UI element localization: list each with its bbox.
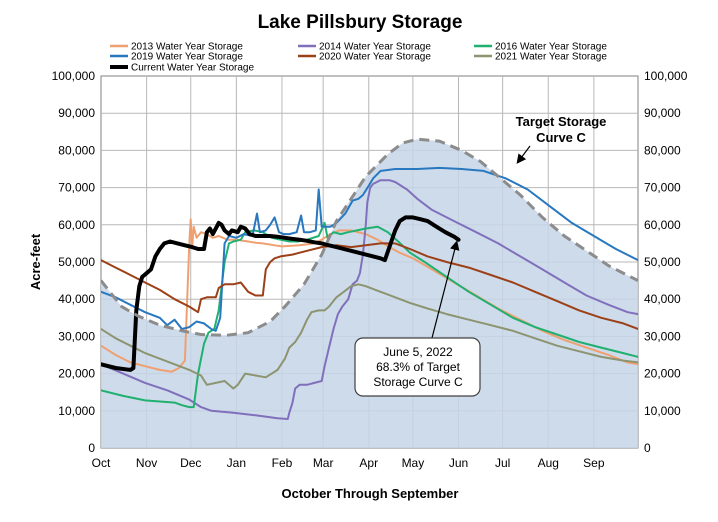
y-tick-label-right: 60,000 — [644, 218, 681, 232]
x-tick-label: Feb — [272, 456, 293, 470]
x-tick-label: Jan — [227, 456, 246, 470]
y-tick-label-right: 0 — [644, 441, 651, 455]
series-line-4 — [101, 242, 638, 330]
y-axis-title: Acre-feet — [28, 233, 43, 290]
y-tick-label-right: 80,000 — [644, 143, 681, 157]
x-tick-label: Jun — [449, 456, 468, 470]
x-axis-title: October Through September — [282, 486, 459, 501]
target-storage-label: Target Storage Curve C — [516, 114, 607, 164]
target-label-arrow — [516, 145, 531, 164]
target-label-line1: Target Storage — [516, 114, 607, 129]
series-line-3 — [101, 166, 638, 332]
annotation-box — [354, 337, 481, 397]
june-annotation: June 5, 2022 68.3% of Target Storage Cur… — [354, 240, 481, 397]
y-tick-label-left: 10,000 — [58, 404, 95, 418]
x-tick-label: May — [402, 456, 425, 470]
y-tick-label-left: 0 — [88, 441, 95, 455]
annotation-line2: 68.3% of Target — [376, 360, 461, 374]
x-tick-label: Mar — [313, 456, 334, 470]
x-tick-label: Nov — [136, 456, 157, 470]
y-tick-label-right: 10,000 — [644, 404, 681, 418]
series-lines — [101, 166, 638, 420]
y-tick-label-left: 40,000 — [58, 292, 95, 306]
series-line-5 — [101, 283, 638, 390]
y-tick-label-left: 20,000 — [58, 367, 95, 381]
y-tick-label-left: 90,000 — [58, 106, 95, 120]
legend-label-0: 2013 Water Year Storage — [131, 42, 243, 53]
legend-label-2: 2016 Water Year Storage — [495, 42, 607, 53]
target-storage-area — [101, 139, 638, 448]
y-tick-label-left: 50,000 — [58, 255, 95, 269]
y-tick-label-left: 60,000 — [58, 218, 95, 232]
x-tick-label: Oct — [92, 456, 111, 470]
legend-label-4: 2020 Water Year Storage — [319, 52, 431, 63]
target-storage-dashed-line — [101, 137, 638, 337]
y-tick-label-right: 20,000 — [644, 367, 681, 381]
legend-label-3: 2019 Water Year Storage — [131, 52, 243, 63]
y-tick-label-right: 30,000 — [644, 329, 681, 343]
target-storage-fill — [101, 139, 638, 448]
legend-box — [100, 36, 620, 73]
y-tick-label-right: 90,000 — [644, 106, 681, 120]
legend-label-1: 2014 Water Year Storage — [319, 42, 431, 53]
annotation-line3: Storage Curve C — [373, 375, 463, 389]
y-tick-label-left: 100,000 — [52, 69, 96, 83]
legend-label-6: Current Water Year Storage — [131, 63, 254, 74]
y-tick-label-right: 100,000 — [644, 69, 688, 83]
x-tick-label: Dec — [180, 456, 201, 470]
y-tick-label-left: 80,000 — [58, 143, 95, 157]
annotation-line1: June 5, 2022 — [383, 345, 453, 359]
legend: 2013 Water Year Storage 2014 Water Year S… — [100, 36, 620, 74]
x-axis: Oct Nov Dec Jan Feb Mar Apr May Jun Jul Aug Sep — [92, 456, 605, 470]
target-label-line2: Curve C — [536, 130, 586, 145]
y-tick-label-left: 30,000 — [58, 329, 95, 343]
x-tick-label: Apr — [359, 456, 378, 470]
x-tick-label: Aug — [538, 456, 559, 470]
series-line-1 — [101, 179, 638, 420]
y-tick-label-right: 50,000 — [644, 255, 681, 269]
series-line-6 — [101, 215, 461, 372]
annotation-arrow — [431, 240, 460, 339]
y-tick-label-right: 70,000 — [644, 181, 681, 195]
x-tick-label: Jul — [495, 456, 510, 470]
y-tick-label-left: 70,000 — [58, 181, 95, 195]
y-axis-left: 0 10,000 20,000 30,000 40,000 50,000 60,000 70,… — [52, 69, 96, 455]
y-tick-label-right: 40,000 — [644, 292, 681, 306]
legend-label-5: 2021 Water Year Storage — [495, 52, 607, 63]
x-tick-label: Sep — [583, 456, 605, 470]
target-storage-line — [101, 137, 638, 337]
chart-title: Lake Pillsbury Storage — [258, 12, 463, 33]
y-axis-right: 0 10,000 20,000 30,000 40,000 50,000 60,000 70,… — [644, 69, 688, 455]
